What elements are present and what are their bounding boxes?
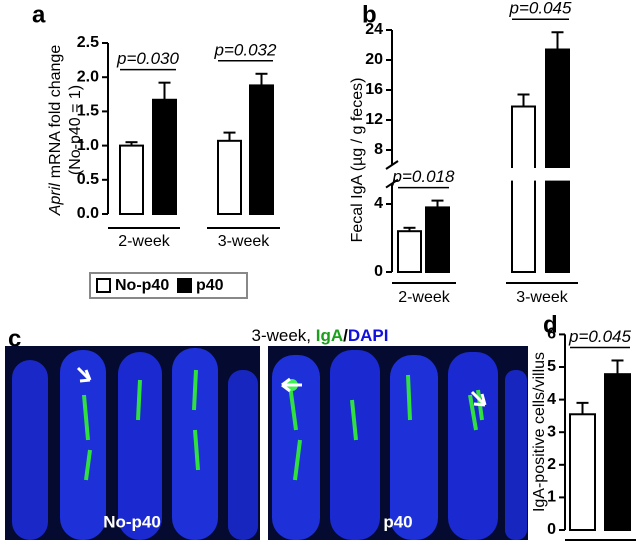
y-tick-label: 1.5 (77, 103, 99, 120)
p-value: p=0.045 (568, 327, 631, 346)
y-tick-label: 0 (547, 521, 556, 538)
y-tick-label: 5 (547, 358, 556, 375)
y-label-text: mRNA fold change (47, 45, 64, 179)
axis-break (500, 168, 580, 181)
bar (569, 413, 596, 531)
legend-swatch (96, 278, 111, 293)
panel-letter: a (32, 1, 46, 28)
y-tick-label: 0 (374, 263, 383, 280)
panel-letter: d (543, 311, 558, 338)
legend-box (89, 272, 248, 299)
title-part: DAPI (348, 326, 389, 345)
y-tick-label: 20 (365, 51, 383, 68)
legend-label: No-p40 (115, 277, 169, 294)
bar (397, 230, 422, 273)
y-tick-label: 16 (365, 81, 383, 98)
x-tick-label: 2-week (118, 233, 171, 250)
p-value: p=0.045 (509, 0, 572, 18)
legend-swatch (177, 278, 192, 293)
y-axis-label: IgA-positive cells/villus (531, 352, 548, 512)
y-tick-label: 4 (374, 195, 383, 212)
micrograph-left (5, 346, 260, 540)
p-value: p=0.032 (214, 40, 277, 59)
y-tick-label: 2.5 (77, 34, 99, 51)
x-tick-label: 2-week (398, 289, 451, 306)
title-part: IgA (316, 326, 343, 345)
micrograph-label: No-p40 (103, 512, 161, 531)
y-tick-label: 0.0 (77, 205, 99, 222)
p-value: p=0.030 (116, 49, 179, 68)
x-tick-label: 3-week (516, 289, 569, 306)
micrograph-right (268, 346, 528, 540)
y-tick-label: 0.5 (77, 171, 99, 188)
bar (152, 98, 177, 215)
x-tick-label: 3-week (218, 233, 271, 250)
y-tick-label: 8 (374, 141, 383, 158)
y-tick-label: 2 (547, 456, 556, 473)
panel-letter: b (362, 1, 377, 28)
bar (511, 105, 536, 273)
bar (119, 144, 144, 216)
y-tick-label: 24 (365, 21, 383, 38)
bar (545, 48, 570, 273)
y-axis-label: (No-p40 = 1) (67, 85, 84, 175)
y-axis-label: Fecal IgA (µg / g feces) (349, 78, 366, 243)
y-tick-label: 1.0 (77, 137, 99, 154)
bar (604, 373, 631, 531)
y-tick-label: 3 (547, 423, 556, 440)
break-slash (385, 178, 399, 189)
y-tick-label: 4 (547, 391, 556, 408)
y-tick-label: 6 (547, 326, 556, 343)
y-axis-label: April mRNA fold change (47, 45, 64, 217)
micrograph-title: 3-week, IgA/DAPI (252, 326, 389, 345)
y-tick-label: 1 (547, 489, 556, 506)
title-part: 3-week, (252, 326, 316, 345)
legend-label: p40 (196, 277, 224, 294)
micrograph-label: p40 (383, 512, 412, 531)
bar (249, 84, 274, 215)
panel-letter: c (8, 325, 21, 352)
y-label-italic: April (47, 183, 64, 216)
bar (425, 206, 450, 273)
y-tick-label: 2.0 (77, 68, 99, 85)
break-slash (385, 160, 399, 170)
y-tick-label: 12 (365, 111, 383, 128)
p-value: p=0.018 (392, 167, 455, 186)
title-part: / (343, 326, 348, 345)
bar (217, 139, 242, 215)
